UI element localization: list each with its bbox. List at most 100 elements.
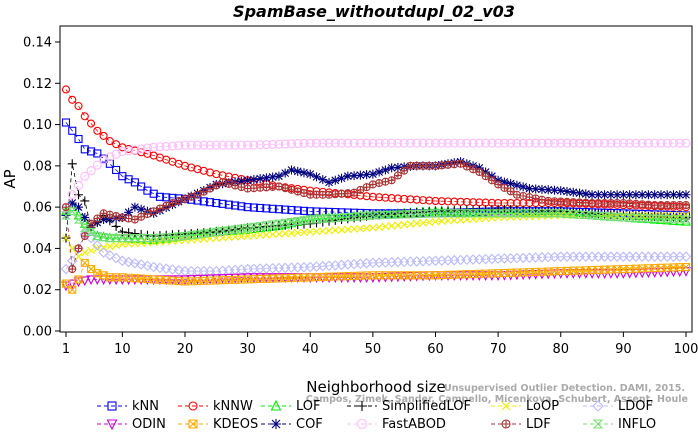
data-point [224, 226, 234, 235]
data-point [312, 227, 321, 236]
data-point [394, 221, 402, 230]
data-point [167, 275, 178, 286]
data-point [674, 215, 685, 224]
data-point [99, 215, 109, 225]
data-point [411, 209, 422, 219]
data-point [362, 192, 371, 201]
data-point [556, 138, 566, 148]
data-point [668, 215, 679, 224]
data-point [318, 175, 328, 185]
data-point [387, 176, 396, 185]
data-point [405, 210, 416, 219]
y-tick-label: 0.00 [23, 325, 52, 340]
data-point [631, 190, 641, 200]
data-point [293, 206, 302, 215]
data-point [587, 190, 597, 200]
data-point [393, 171, 402, 180]
data-point [312, 172, 322, 182]
data-point [556, 186, 566, 196]
y-tick-label: 0.08 [23, 159, 52, 174]
data-point [261, 221, 272, 230]
data-point [186, 140, 196, 150]
data-point [154, 262, 166, 274]
data-point [631, 213, 641, 222]
data-point [643, 190, 653, 200]
data-point [387, 138, 397, 148]
data-point [681, 138, 691, 148]
data-point [98, 247, 109, 258]
series-layer [60, 85, 692, 294]
data-point [649, 214, 660, 223]
data-point [93, 244, 102, 253]
data-point [112, 140, 121, 149]
data-point [450, 216, 459, 225]
data-point [299, 216, 309, 225]
x-tick-label: 90 [615, 342, 632, 357]
data-point [137, 182, 146, 191]
data-point [61, 211, 71, 220]
data-point [300, 228, 308, 237]
data-point [400, 166, 409, 175]
data-point [86, 166, 96, 176]
x-tick-label: 70 [490, 342, 507, 357]
data-point [606, 212, 616, 221]
data-point [105, 137, 114, 146]
data-point [656, 214, 666, 224]
data-point [268, 139, 278, 149]
data-point [99, 155, 109, 165]
legend-swatch-marker [592, 400, 604, 412]
data-point [105, 152, 115, 162]
x-axis-label: Neighborhood size [306, 378, 445, 396]
data-point [355, 212, 366, 221]
data-point [656, 214, 666, 223]
data-point [180, 140, 190, 150]
data-point [593, 190, 603, 200]
data-point [173, 265, 185, 276]
data-point [656, 190, 666, 200]
legend-swatch-marker [501, 419, 511, 429]
data-point [243, 232, 252, 240]
data-point [117, 234, 128, 243]
data-point [124, 146, 134, 156]
data-point [575, 188, 585, 198]
data-point [543, 185, 553, 195]
data-point [481, 167, 491, 177]
data-point [386, 210, 397, 219]
data-point [255, 222, 265, 231]
series-inflo [61, 207, 691, 243]
data-point [419, 218, 427, 227]
data-point [668, 138, 679, 148]
data-point [337, 138, 347, 148]
data-point [173, 275, 184, 286]
data-point [518, 182, 528, 192]
data-point [224, 140, 234, 150]
data-point [593, 211, 604, 220]
data-point [637, 214, 647, 223]
data-point [142, 260, 153, 272]
data-point [211, 227, 222, 236]
data-point [618, 138, 628, 148]
data-point [68, 126, 77, 135]
data-point [261, 173, 271, 183]
data-point [562, 186, 572, 196]
data-point [418, 138, 428, 148]
data-point [142, 143, 152, 153]
legend-item-simplifiedlof: SimplifiedLOF [347, 399, 471, 414]
data-point [317, 214, 328, 223]
data-point [588, 198, 597, 208]
data-point [537, 138, 547, 148]
data-point [643, 214, 654, 223]
data-point [292, 217, 303, 226]
data-point [681, 215, 691, 224]
data-point [117, 146, 127, 156]
data-point [306, 228, 315, 236]
x-tick-label: 40 [302, 342, 319, 357]
data-point [130, 178, 139, 187]
data-point [275, 230, 283, 238]
legend-label: FastABOD [382, 417, 446, 432]
data-point [135, 259, 147, 270]
data-point [130, 202, 140, 212]
data-point [449, 209, 460, 218]
chart-title: SpamBase_withoutdupl_02_v03 [233, 2, 515, 21]
